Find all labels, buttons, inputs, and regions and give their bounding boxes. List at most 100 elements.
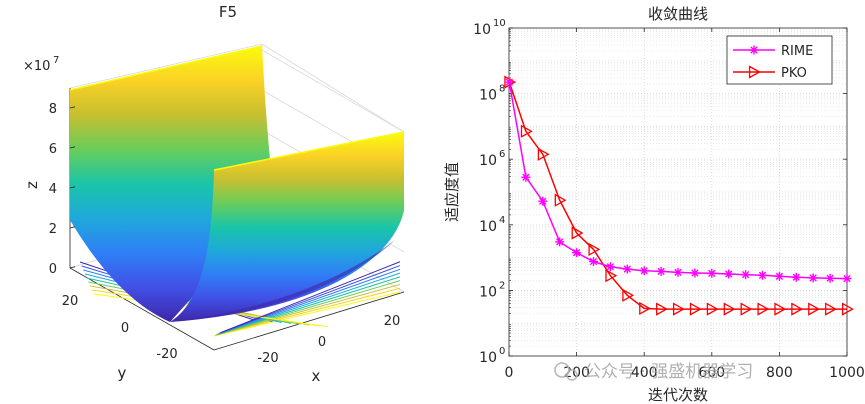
grid-major (509, 28, 847, 356)
legend-marker-pko (748, 65, 761, 79)
y-tick-label-base: 10 (479, 88, 497, 104)
marker-stroke (792, 273, 800, 281)
marker-stroke (640, 267, 648, 275)
floor-contour-far (215, 283, 401, 336)
marker-stroke (657, 267, 665, 276)
data-point-rime (707, 268, 717, 278)
data-point-rime (555, 237, 565, 247)
data-point-pko (537, 147, 550, 161)
y-axis-ticks: 20 0 -20 (62, 294, 178, 362)
y-tick-label-base: 10 (479, 153, 497, 169)
data-point-pko (841, 302, 854, 316)
z-tick-mark (69, 146, 76, 149)
marker-stroke (691, 269, 699, 277)
y-tick-label-exp: 4 (499, 215, 505, 226)
y-tick-label: 0 (121, 321, 129, 336)
data-point-pko (706, 302, 719, 316)
z-tick-label: 0 (49, 262, 57, 277)
marker-stroke (556, 238, 564, 246)
y-tick-label-exp: 6 (499, 149, 505, 160)
floor-contour-far (214, 287, 401, 337)
floor-contour-far (216, 280, 401, 336)
conv-title: 收敛曲线 (648, 5, 708, 23)
series-line-pko (508, 81, 847, 310)
surface-plot: 0 2 4 6 8 -20 0 20 20 0 -20 F5 z x y ×10 7 (23, 3, 405, 385)
data-point-rime (673, 267, 683, 277)
marker-stroke (522, 173, 530, 181)
data-point-pko (554, 193, 567, 207)
data-point-pko (622, 288, 635, 302)
marker-stroke (606, 263, 615, 271)
legend: RIME PKO (726, 35, 833, 85)
y-tick-label-exp: 0 (499, 346, 505, 357)
floor-contour-far (220, 261, 401, 334)
data-point-rime (825, 273, 835, 283)
data-point-rime (639, 266, 649, 276)
data-point-rime (589, 257, 598, 267)
data-point-pko (808, 302, 821, 316)
grid-minor (509, 29, 847, 347)
x-tick-label: 600 (698, 365, 725, 381)
floor-contour-far (217, 276, 401, 335)
x-tick-label: 400 (631, 365, 658, 381)
y-axis-line (69, 267, 215, 351)
z-exponent-power: 7 (53, 55, 59, 66)
data-point-pko (639, 301, 652, 316)
marker-stroke (775, 272, 784, 280)
z-tick-label: 4 (49, 182, 57, 197)
floor-contour-far (218, 268, 401, 334)
z-tick-mark (69, 186, 76, 189)
marker-stroke (623, 265, 631, 273)
legend-pko-label: PKO (781, 66, 807, 81)
wechat-icon-small (566, 369, 578, 381)
x-tick-label: 20 (384, 314, 401, 329)
data-point-pko (571, 226, 584, 240)
data-point-rime (656, 266, 666, 276)
data-point-pko (825, 302, 837, 316)
data-point-rime (842, 274, 852, 284)
y-tick-label-base: 10 (479, 219, 497, 235)
marker-stroke (725, 270, 733, 278)
x-axis-line (213, 291, 405, 351)
data-point-pko (740, 302, 753, 316)
data-point-rime (808, 273, 818, 283)
marker-stroke (826, 274, 834, 282)
z-axis-ticks: 0 2 4 6 8 (49, 102, 76, 277)
marker-stroke (750, 46, 758, 54)
z-tick-mark (69, 106, 76, 109)
data-point-pko (588, 242, 601, 257)
plot-frame (508, 27, 848, 357)
x-tick-label: 800 (766, 365, 793, 381)
y-tick-label-base: 10 (473, 22, 491, 38)
data-point-rime (690, 268, 700, 278)
wechat-icon (554, 362, 570, 378)
data-point-pko (774, 302, 787, 316)
z-axis-label: z (23, 181, 41, 189)
z-exponent-base: ×10 (23, 59, 50, 74)
legend-box (726, 35, 833, 85)
data-point-pko (689, 302, 702, 316)
surface-left-top-edge (69, 45, 263, 91)
x-axis-ticks: -20 0 20 (257, 314, 400, 366)
marker-stroke (741, 271, 750, 279)
series-group (504, 75, 854, 316)
legend-marker-rime (749, 45, 759, 55)
marker-stroke (843, 274, 851, 283)
legend-rime-marker (749, 45, 759, 55)
data-point-rime (605, 262, 615, 272)
surface-shape (69, 45, 405, 322)
data-point-pko (723, 302, 736, 316)
z-tick-mark (69, 266, 76, 269)
z-tick-label: 2 (49, 222, 57, 237)
floor-contour-far (218, 272, 401, 335)
floor-contour-far (219, 265, 401, 334)
z-tick-label: 6 (49, 142, 57, 157)
data-point-rime (572, 248, 582, 258)
conv-y-label: 适应度值 (443, 162, 461, 222)
x-axis-label: x (312, 367, 321, 385)
floor-contour-far (213, 291, 401, 337)
y-axis-label: y (118, 364, 127, 382)
